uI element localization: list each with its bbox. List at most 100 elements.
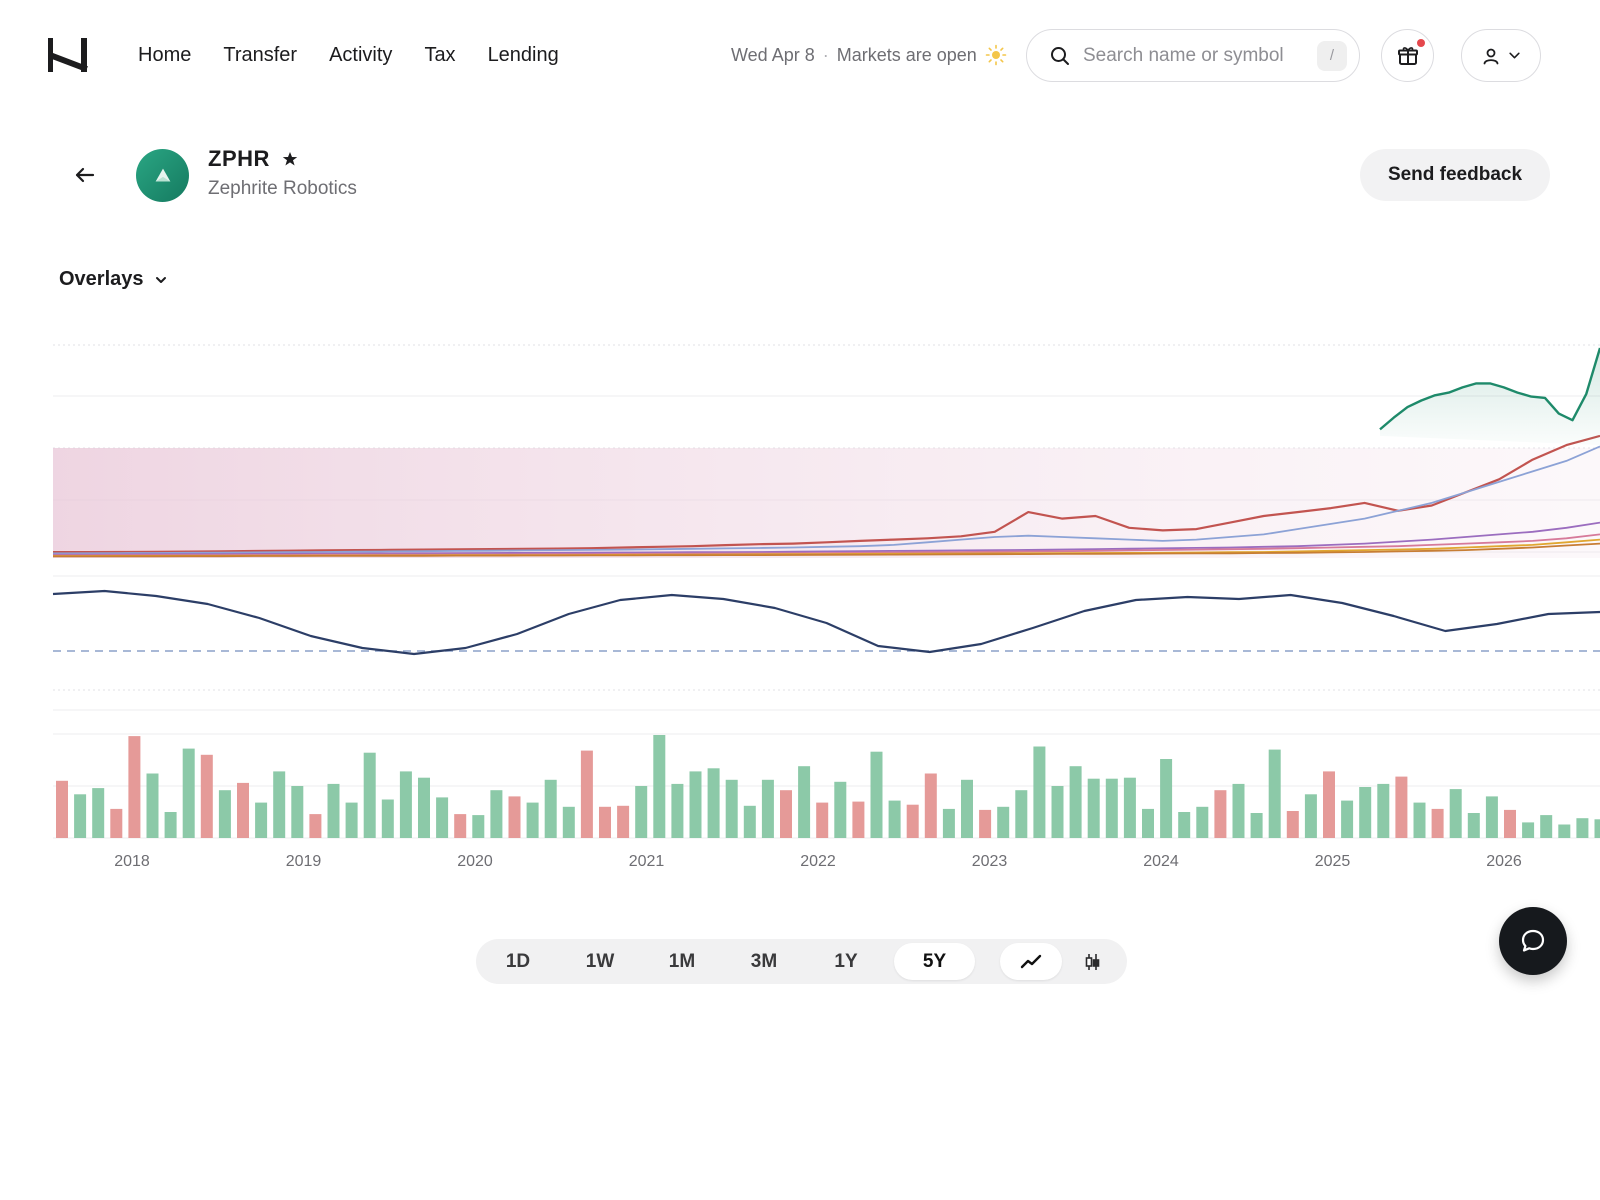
volume-bar: [888, 800, 901, 838]
chart-type-line-button[interactable]: [1000, 943, 1062, 980]
volume-bar: [1250, 813, 1263, 838]
volume-bar: [237, 782, 249, 838]
volume-bar: [1033, 746, 1046, 838]
volume-bar: [1015, 790, 1028, 838]
nav-transfer[interactable]: Transfer: [223, 44, 298, 66]
volume-bar: [961, 779, 973, 838]
overlay-line-1: [53, 434, 1600, 554]
top-navigation: Home Transfer Activity Tax Lending Wed A…: [0, 0, 1600, 110]
volume-bar: [761, 779, 774, 838]
gift-icon: [1397, 46, 1418, 65]
volume-bar: [363, 752, 376, 838]
timeframe-3m[interactable]: 3M: [750, 951, 778, 972]
chart-type-candlestick-button[interactable]: [1068, 943, 1116, 980]
user-icon: [1483, 48, 1498, 64]
volume-bar: [942, 808, 955, 838]
back-button[interactable]: [70, 160, 100, 190]
timeframe-1w[interactable]: 1W: [585, 951, 615, 972]
star-icon[interactable]: [282, 151, 298, 167]
market-status: Wed Apr 8 · Markets are open: [731, 40, 1007, 70]
ticker-logo: [136, 149, 189, 202]
volume-bar: [490, 790, 503, 838]
volume-bar: [743, 805, 756, 838]
chat-support-button[interactable]: [1499, 907, 1567, 975]
chevron-down-icon: [155, 276, 166, 283]
volume-bar: [56, 780, 68, 838]
volume-bar: [128, 736, 141, 838]
timeframe-1d[interactable]: 1D: [505, 951, 531, 972]
volume-bar: [1286, 811, 1299, 838]
volume-bar: [146, 773, 159, 838]
volume-bar: [653, 735, 666, 838]
volume-bar: [816, 802, 829, 838]
volume-bar: [544, 779, 557, 838]
volume-bar: [798, 766, 811, 838]
volume-bar: [707, 768, 720, 838]
timeframe-1m[interactable]: 1M: [668, 951, 696, 972]
search-box[interactable]: /: [1026, 29, 1360, 82]
volume-bar: [164, 812, 177, 838]
volume-bar: [74, 794, 87, 838]
x-axis-tick-label: 2025: [1315, 853, 1351, 870]
volume-bar: [1467, 813, 1480, 838]
ticker-title-row: ZPHR: [208, 146, 298, 172]
volume-bar: [1359, 787, 1372, 838]
market-status-text: Markets are open: [836, 45, 977, 65]
volume-bar: [979, 809, 992, 838]
overlays-dropdown[interactable]: Overlays: [59, 268, 168, 291]
timeframe-1y[interactable]: 1Y: [834, 951, 858, 972]
h-logo-icon[interactable]: [48, 38, 88, 72]
volume-bar: [870, 751, 883, 838]
volume-bar: [454, 814, 467, 838]
volume-bar: [1522, 822, 1535, 838]
volume-bar: [1377, 783, 1390, 838]
volume-bar: [1214, 790, 1227, 838]
search-input[interactable]: [1083, 40, 1303, 72]
x-axis-tick-label: 2023: [972, 853, 1008, 870]
volume-bar: [1449, 789, 1462, 838]
volume-bar: [617, 805, 630, 838]
volume-bar: [1051, 786, 1064, 838]
volume-bar: [1558, 824, 1571, 838]
overlay-line-3: [52, 521, 1600, 556]
overlay-line-6: [53, 542, 1600, 558]
send-feedback-button[interactable]: Send feedback: [1360, 149, 1550, 201]
gift-button[interactable]: [1381, 29, 1434, 82]
volume-bar: [255, 802, 268, 838]
nav-lending[interactable]: Lending: [487, 44, 559, 66]
volume-bar: [1341, 800, 1354, 838]
volume-bar: [1540, 815, 1553, 838]
x-axis-tick-label: 2024: [1143, 853, 1179, 870]
volume-bar: [1268, 749, 1281, 838]
volume-bar: [1504, 809, 1516, 838]
nav-home[interactable]: Home: [138, 44, 192, 66]
volume-bar: [399, 771, 412, 838]
x-axis-tick-label: 2019: [286, 853, 322, 870]
volume-bar: [1069, 766, 1082, 838]
chevron-down-icon: [1508, 52, 1520, 59]
search-icon: [1051, 47, 1069, 65]
volume-bar: [852, 801, 865, 838]
volume-bar: [671, 783, 684, 838]
nav-activity[interactable]: Activity: [329, 44, 393, 66]
account-menu-button[interactable]: [1461, 29, 1541, 82]
volume-bar: [1431, 808, 1444, 838]
grid-lines: [53, 344, 1600, 839]
volume-bar: [1232, 783, 1245, 838]
company-name: Zephrite Robotics: [208, 178, 357, 199]
price-chart[interactable]: 2018 2019 2020 2021 2022 2023 2024 2025 2026: [0, 300, 1600, 900]
volume-bar: [834, 781, 847, 838]
x-axis-tick-label: 2021: [629, 853, 665, 870]
volume-bar: [689, 771, 702, 838]
x-axis-tick-label: 2026: [1486, 853, 1522, 870]
x-axis-tick-label: 2018: [114, 853, 150, 870]
volume-bar: [273, 771, 286, 838]
timeframe-5y[interactable]: 5Y: [894, 943, 975, 980]
volume-bar: [1413, 802, 1426, 838]
volume-bar: [1105, 778, 1118, 838]
volume-bar: [1178, 812, 1191, 838]
volume-bar: [309, 814, 322, 838]
nav-tax[interactable]: Tax: [424, 44, 456, 66]
volume-bar: [1323, 771, 1335, 838]
volume-bar: [182, 748, 195, 838]
